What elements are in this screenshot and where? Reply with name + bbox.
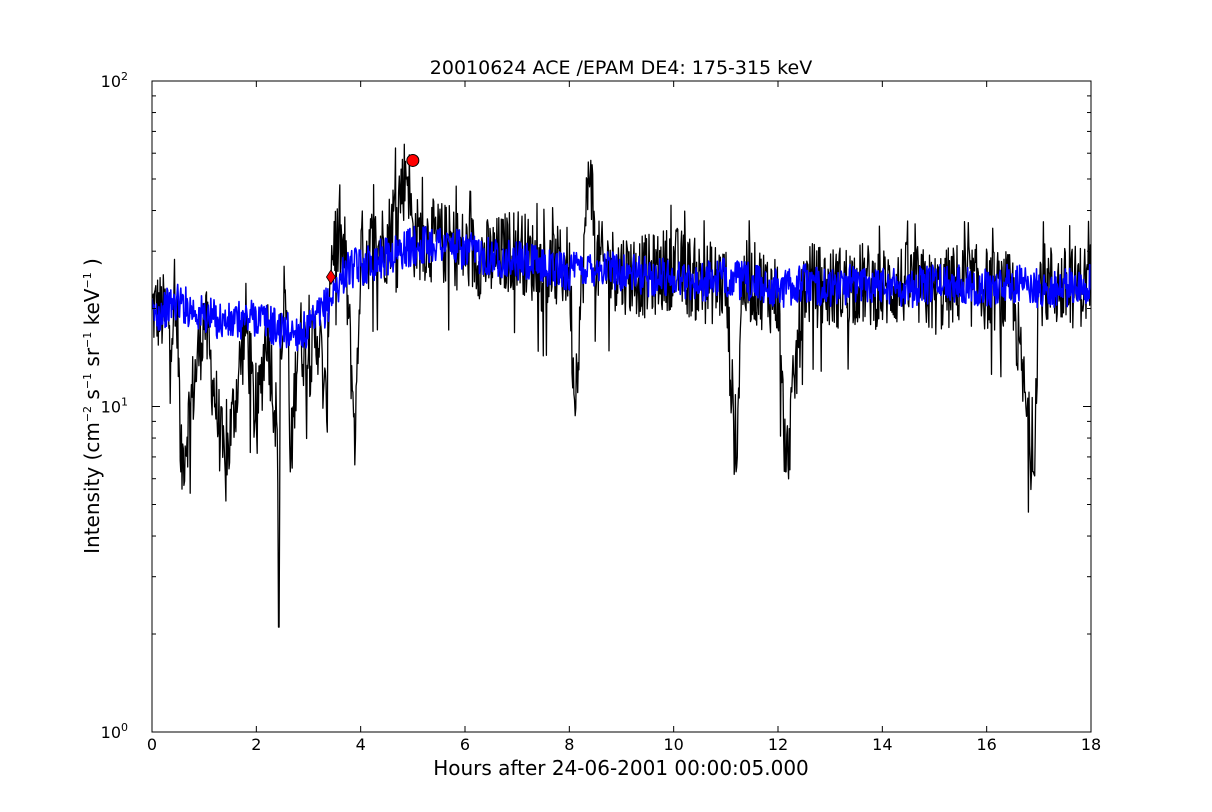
- x-tick-label: 0: [147, 735, 157, 754]
- plot-area: [152, 143, 1091, 628]
- x-tick-label: 18: [1081, 735, 1101, 754]
- x-axis: 0 2 4 6 8 10 12 14 16 18: [147, 81, 1101, 754]
- x-tick-label: 4: [356, 735, 366, 754]
- marker-layer: [325, 153, 420, 285]
- onset-diamond-marker: [325, 269, 336, 285]
- series-raw-line: [152, 143, 1091, 628]
- y-tick-label: 101: [101, 396, 128, 417]
- y-tick-label: 102: [101, 70, 128, 91]
- x-tick-label: 10: [663, 735, 683, 754]
- series-layer: [152, 143, 1091, 628]
- series-smoothed-line: [152, 225, 1091, 352]
- chart-title: 20010624 ACE /EPAM DE4: 175-315 keV: [430, 57, 812, 79]
- x-tick-label: 16: [976, 735, 996, 754]
- peak-circle-marker: [406, 153, 420, 167]
- x-tick-label: 12: [768, 735, 788, 754]
- y-axis-label: Intensity (cm−2 s−1 sr−1 keV−1 ): [80, 258, 104, 554]
- x-tick-label: 14: [872, 735, 892, 754]
- y-tick-label: 100: [101, 721, 128, 742]
- x-tick-label: 2: [251, 735, 261, 754]
- x-axis-label: Hours after 24-06-2001 00:00:05.000: [433, 756, 809, 780]
- x-tick-label: 8: [564, 735, 574, 754]
- y-axis: 100 101 102: [101, 70, 1091, 742]
- x-tick-label: 6: [460, 735, 470, 754]
